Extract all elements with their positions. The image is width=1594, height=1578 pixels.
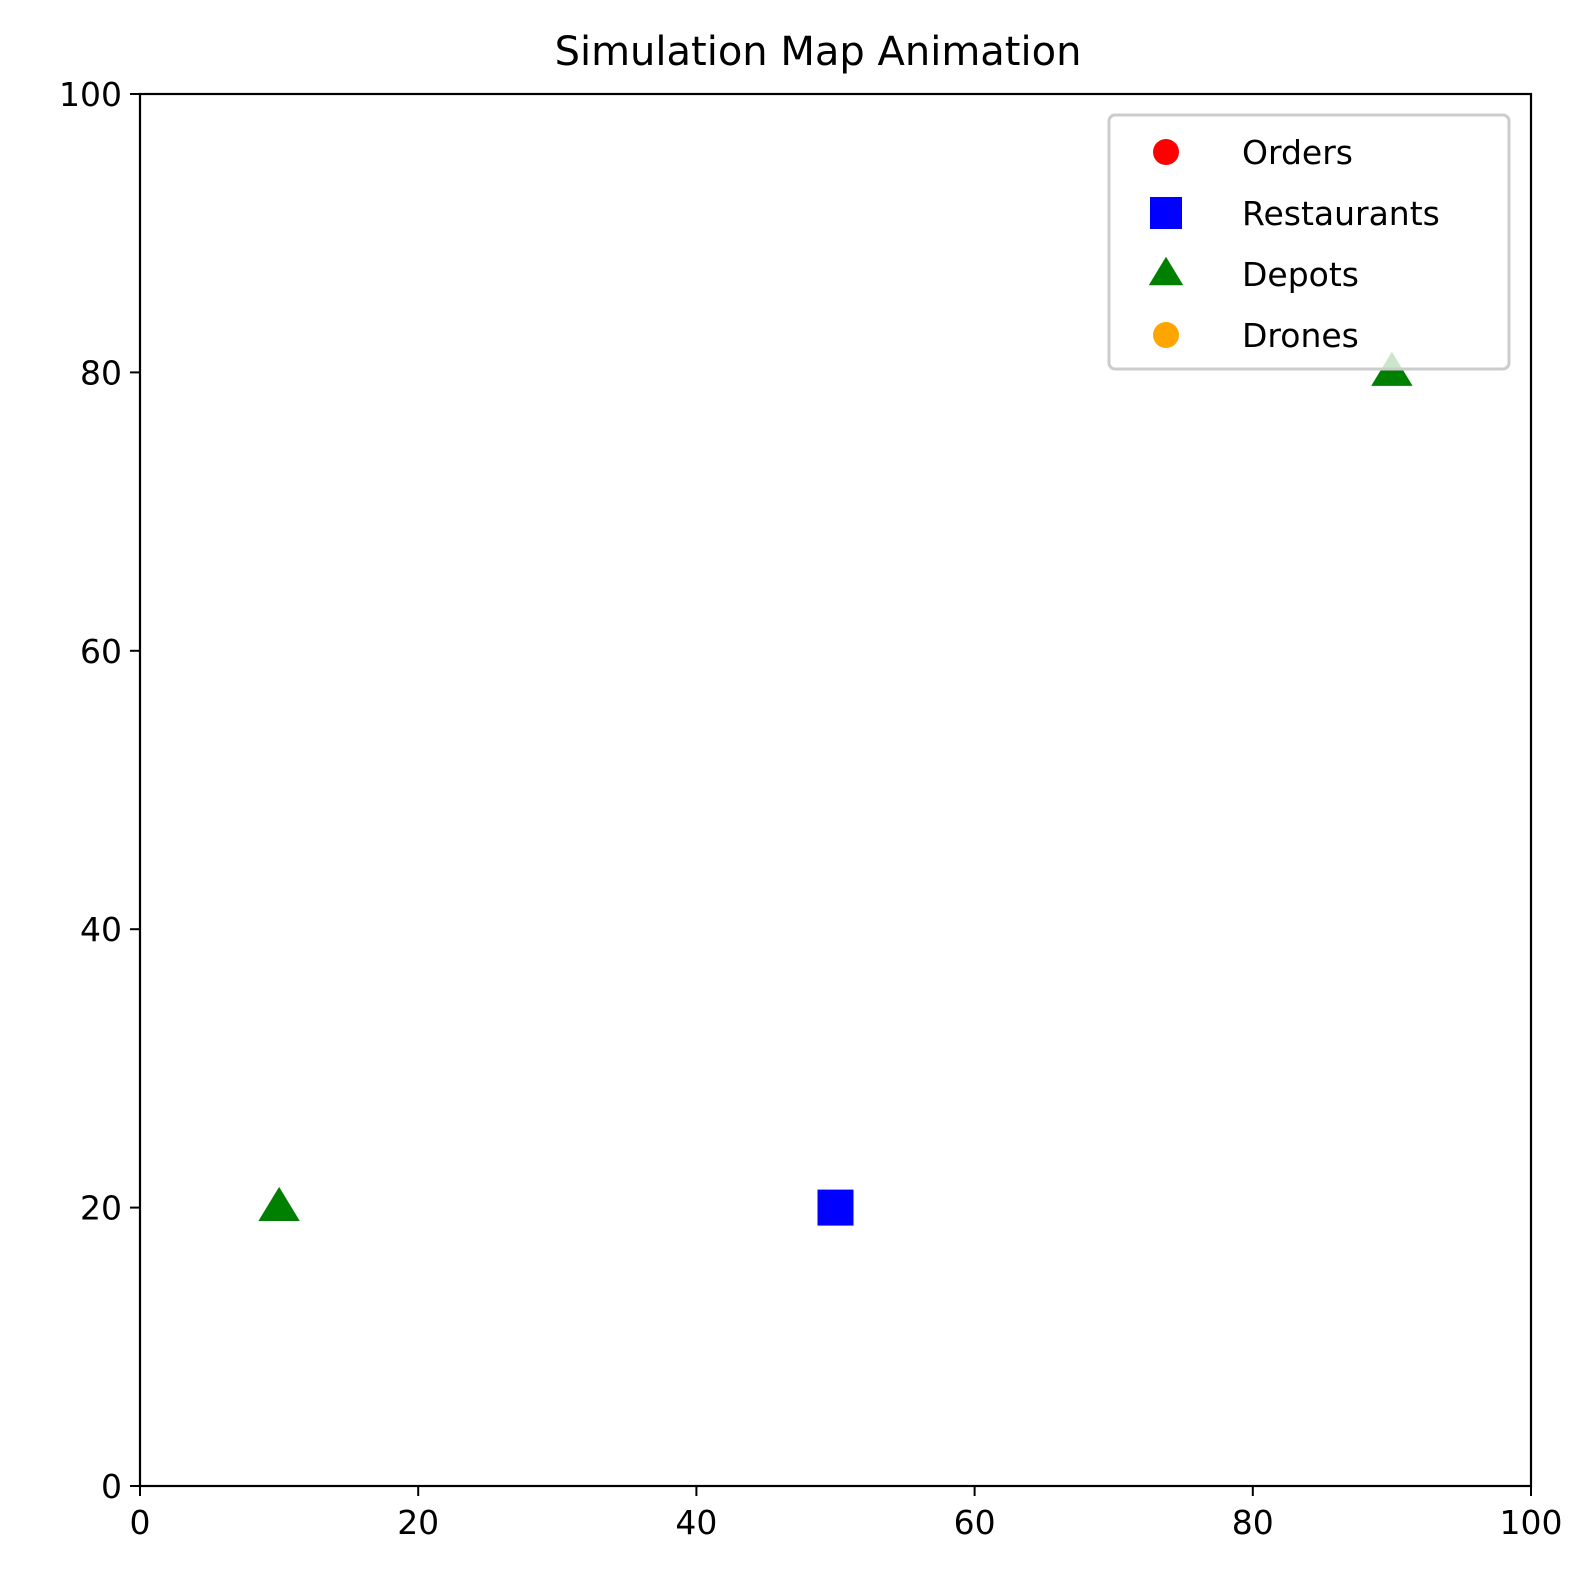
y-tick-label: 20 xyxy=(80,1189,122,1228)
legend-box xyxy=(1107,113,1511,371)
legend: Orders Restaurants Depots Drones xyxy=(1107,113,1511,371)
x-axis: 0 20 40 60 80 100 xyxy=(130,1486,1563,1542)
legend-orders-marker xyxy=(1153,139,1179,165)
x-tick-label: 40 xyxy=(675,1503,717,1542)
y-tick-label: 60 xyxy=(80,632,122,671)
x-tick-label: 100 xyxy=(1500,1503,1563,1542)
y-tick-label: 0 xyxy=(101,1467,122,1506)
plot-frame xyxy=(138,92,1533,1488)
y-tick-label: 40 xyxy=(80,910,122,949)
data-markers xyxy=(258,351,1413,1226)
legend-restaurants-marker xyxy=(1150,197,1182,229)
legend-label-orders: Orders xyxy=(1242,133,1353,172)
legend-label-restaurants: Restaurants xyxy=(1242,194,1440,233)
restaurants-marker xyxy=(817,1189,854,1226)
x-tick-label: 0 xyxy=(130,1503,151,1542)
x-tick-label: 20 xyxy=(397,1503,439,1542)
legend-label-drones: Drones xyxy=(1242,316,1359,355)
x-tick-label: 80 xyxy=(1232,1503,1274,1542)
chart-title: Simulation Map Animation xyxy=(555,29,1082,75)
y-tick-label: 100 xyxy=(59,75,122,114)
x-tick-label: 60 xyxy=(954,1503,996,1542)
legend-label-depots: Depots xyxy=(1242,255,1359,294)
legend-drones-marker xyxy=(1153,322,1179,348)
depots-marker xyxy=(258,1186,300,1222)
legend-depots-marker xyxy=(1148,256,1184,286)
y-tick-label: 80 xyxy=(80,353,122,392)
y-axis: 0 20 40 60 80 100 xyxy=(59,75,140,1506)
